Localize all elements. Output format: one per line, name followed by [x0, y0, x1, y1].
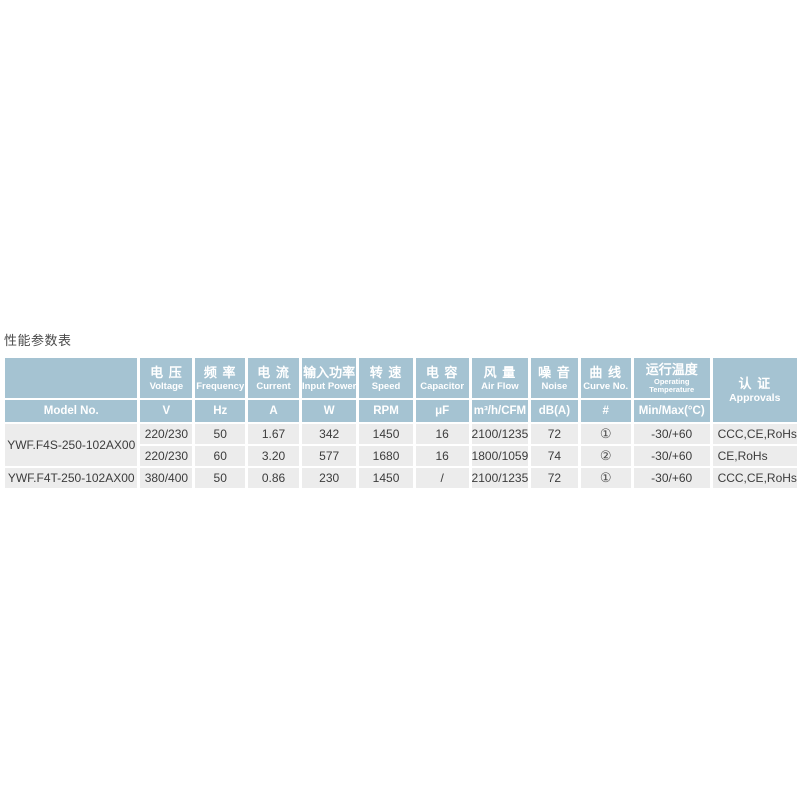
- col-header-speed: 转 速 Speed: [359, 358, 413, 398]
- col-header-air-flow-en: Air Flow: [481, 380, 519, 392]
- col-header-current-en: Current: [256, 380, 291, 392]
- cell-operating-temp: -30/+60: [633, 468, 710, 488]
- cell-air-flow: 1800/1059: [471, 446, 529, 466]
- col-header-input-power: 输入功率 Input Power: [301, 358, 357, 398]
- cell-operating-temp: -30/+60: [633, 424, 710, 444]
- cell-speed: 1680: [359, 446, 413, 466]
- cell-frequency: 60: [195, 446, 246, 466]
- unit-speed: RPM: [359, 400, 413, 422]
- col-header-curve-no-en: Curve No.: [583, 380, 629, 392]
- cell-voltage: 220/230: [140, 424, 193, 444]
- spec-table: 电 压 Voltage 频 率 Frequency 电 流 Current 输入…: [2, 356, 800, 490]
- col-header-operating-temp-en1: Operating: [653, 376, 690, 386]
- cell-speed: 1450: [359, 424, 413, 444]
- model-no-header: Model No.: [5, 400, 138, 422]
- header-row-units: Model No. V Hz A W RPM μF m³/h/CFM dB(A)…: [5, 400, 797, 422]
- cell-noise: 74: [531, 446, 578, 466]
- cell-approvals: CCC,CE,RoHs: [712, 424, 797, 444]
- cell-air-flow: 2100/1235: [471, 424, 529, 444]
- cell-approvals: CCC,CE,RoHs: [712, 468, 797, 488]
- unit-input-power: W: [301, 400, 357, 422]
- table-row: YWF.F4S-250-102AX00 220/230 50 1.67 342 …: [5, 424, 797, 466]
- col-header-current-cn: 电 流: [257, 364, 290, 380]
- table-row: 220/230 60 3.20 577 1680 16 1800/1059 74…: [5, 446, 797, 466]
- cell-model: YWF.F4T-250-102AX00: [5, 468, 138, 488]
- page-title: 性能参数表: [4, 333, 72, 348]
- cell-speed: 1450: [359, 468, 413, 488]
- col-header-input-power-cn: 输入功率: [303, 364, 356, 380]
- cell-curve-no: ①: [580, 424, 631, 444]
- unit-noise: dB(A): [531, 400, 578, 422]
- col-header-curve-no-cn: 曲 线: [589, 364, 622, 380]
- unit-current: A: [248, 400, 299, 422]
- table-row: YWF.F4T-250-102AX00 380/400 50 0.86 230 …: [5, 468, 797, 488]
- cell-capacitor: 16: [415, 424, 469, 444]
- cell-capacitor: /: [415, 468, 469, 488]
- cell-voltage: 380/400: [140, 468, 193, 488]
- col-header-frequency-cn: 频 率: [203, 364, 237, 380]
- col-header-speed-cn: 转 速: [369, 364, 403, 380]
- unit-capacitor: μF: [415, 400, 469, 422]
- cell-frequency: 50: [195, 424, 246, 444]
- cell-input-power: 230: [301, 468, 357, 488]
- col-header-frequency: 频 率 Frequency: [195, 358, 246, 398]
- unit-operating-temp: Min/Max(°C): [633, 400, 710, 422]
- col-header-voltage-cn: 电 压: [150, 364, 183, 380]
- col-header-air-flow-cn: 风 量: [483, 364, 517, 380]
- col-header-capacitor-en: Capacitor: [420, 380, 465, 392]
- col-header-voltage-en: Voltage: [149, 380, 184, 392]
- cell-capacitor: 16: [415, 446, 469, 466]
- cell-model: YWF.F4S-250-102AX00: [5, 424, 138, 466]
- col-header-speed-en: Speed: [371, 380, 401, 392]
- col-header-noise-cn: 噪 音: [538, 364, 571, 380]
- col-header-noise: 噪 音 Noise: [531, 358, 578, 398]
- cell-input-power: 342: [301, 424, 357, 444]
- col-header-operating-temp-cn: 运行温度: [645, 361, 698, 377]
- cell-current: 1.67: [248, 424, 299, 444]
- col-header-current: 电 流 Current: [248, 358, 299, 398]
- cell-operating-temp: -30/+60: [633, 446, 710, 466]
- header-cell-model-spacer: [5, 358, 138, 398]
- col-header-approvals-cn: 认 证: [738, 376, 772, 391]
- unit-frequency: Hz: [195, 400, 246, 422]
- unit-curve-no: #: [580, 400, 631, 422]
- unit-air-flow: m³/h/CFM: [471, 400, 529, 422]
- col-header-input-power-en: Input Power: [301, 380, 357, 392]
- cell-frequency: 50: [195, 468, 246, 488]
- col-header-capacitor: 电 容 Capacitor: [415, 358, 469, 398]
- col-header-capacitor-cn: 电 容: [425, 364, 459, 380]
- col-header-curve-no: 曲 线 Curve No.: [580, 358, 631, 398]
- col-header-approvals-en: Approvals: [729, 392, 781, 404]
- cell-current: 0.86: [248, 468, 299, 488]
- col-header-air-flow: 风 量 Air Flow: [471, 358, 529, 398]
- col-header-frequency-en: Frequency: [196, 380, 245, 392]
- cell-approvals: CE,RoHs: [712, 446, 797, 466]
- cell-noise: 72: [531, 468, 578, 488]
- cell-voltage: 220/230: [140, 446, 193, 466]
- col-header-voltage: 电 压 Voltage: [140, 358, 193, 398]
- unit-voltage: V: [140, 400, 193, 422]
- cell-curve-no: ②: [580, 446, 631, 466]
- col-header-approvals: 认 证 Approvals: [712, 358, 797, 422]
- cell-curve-no: ①: [580, 468, 631, 488]
- col-header-operating-temp-en2: Temperature: [649, 385, 695, 394]
- cell-air-flow: 2100/1235: [471, 468, 529, 488]
- cell-noise: 72: [531, 424, 578, 444]
- cell-current: 3.20: [248, 446, 299, 466]
- header-row-names: 电 压 Voltage 频 率 Frequency 电 流 Current 输入…: [5, 358, 797, 422]
- cell-input-power: 577: [301, 446, 357, 466]
- col-header-operating-temp: 运行温度 Operating Temperature: [633, 358, 710, 398]
- col-header-noise-en: Noise: [541, 380, 568, 392]
